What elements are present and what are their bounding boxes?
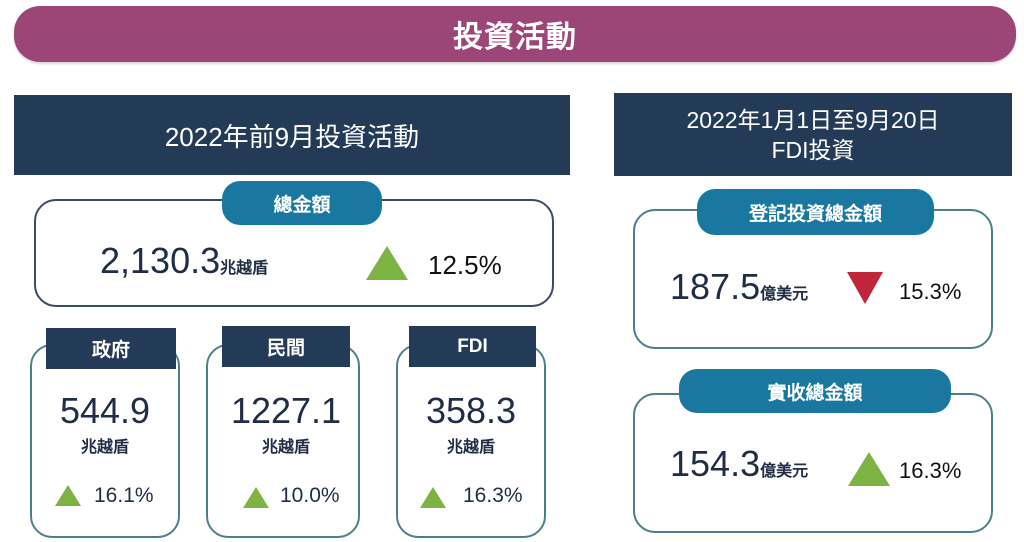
left-section-header: 2022年前9月投資活動: [14, 95, 570, 175]
private-value: 1227.1: [230, 390, 342, 431]
registered-label: 登記投資總金額: [697, 189, 934, 235]
fdi-value: 358.3: [425, 390, 517, 431]
trend-up-icon: [55, 485, 81, 506]
fdi-change: 16.3%: [463, 484, 523, 507]
total-amount-change: 12.5%: [428, 250, 502, 280]
trend-up-icon: [420, 487, 446, 508]
government-label: 政府: [46, 328, 176, 369]
registered-value: 187.5億美元: [670, 266, 809, 307]
government-value: 544.9: [59, 390, 151, 431]
total-amount-value: 2,130.3兆越盾: [100, 240, 269, 281]
registered-change: 15.3%: [899, 279, 962, 304]
trend-up-icon: [848, 452, 890, 486]
private-card: [206, 344, 360, 538]
fdi-unit: 兆越盾: [446, 439, 495, 456]
right-header-line1: 2022年1月1日至9月20日: [686, 106, 940, 133]
disbursed-change: 16.3%: [899, 458, 962, 483]
government-unit: 兆越盾: [80, 439, 129, 456]
banner-title: 投資活動: [453, 21, 577, 54]
government-change: 16.1%: [94, 484, 154, 507]
fdi-label: FDI: [409, 326, 536, 367]
trend-up-icon: [243, 487, 269, 508]
trend-up-icon: [366, 246, 408, 280]
trend-down-icon: [847, 272, 883, 304]
total-amount-label: 總金額: [222, 181, 382, 225]
private-change: 10.0%: [280, 484, 340, 507]
right-header-line2: FDI投資: [771, 136, 855, 163]
disbursed-label: 實收總金額: [679, 369, 951, 413]
title-banner: 投資活動: [14, 6, 1016, 62]
private-unit: 兆越盾: [261, 439, 310, 456]
right-section-header: 2022年1月1日至9月20日 FDI投資: [614, 93, 1012, 176]
disbursed-value: 154.3億美元: [670, 443, 809, 484]
private-label: 民間: [222, 326, 350, 367]
